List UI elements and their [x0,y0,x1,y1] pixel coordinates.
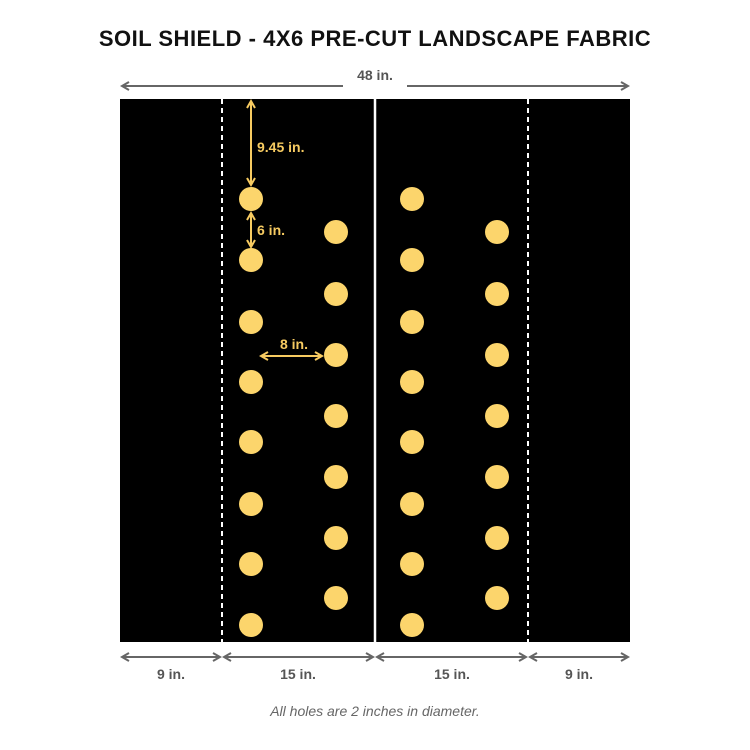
hole [324,586,348,610]
hole [239,492,263,516]
hole [485,220,509,244]
hole [485,526,509,550]
hole [239,187,263,211]
hole [239,613,263,637]
hole [324,343,348,367]
hole [324,465,348,489]
footnote: All holes are 2 inches in diameter. [270,703,480,719]
hole [400,552,424,576]
hole [324,526,348,550]
vertical-spacing-label: 6 in. [257,222,285,238]
hole [400,187,424,211]
hole [485,465,509,489]
hole [485,586,509,610]
hole [239,430,263,454]
hole [400,492,424,516]
hole [485,404,509,428]
hole [239,310,263,334]
hole [400,430,424,454]
hole [400,613,424,637]
hole [400,310,424,334]
segment-3-label: 15 in. [434,666,470,682]
segment-1-label: 9 in. [157,666,185,682]
hole [485,282,509,306]
segment-2-label: 15 in. [280,666,316,682]
diagram-title: SOIL SHIELD - 4X6 PRE-CUT LANDSCAPE FABR… [98,26,652,51]
top-offset-label: 9.45 in. [257,139,304,155]
hole [324,282,348,306]
hole [239,248,263,272]
hole [400,248,424,272]
hole [485,343,509,367]
horizontal-spacing-label: 8 in. [280,336,308,352]
hole [324,404,348,428]
holes-group [239,187,509,637]
hole [239,370,263,394]
hole [324,220,348,244]
segment-4-label: 9 in. [565,666,593,682]
hole [400,370,424,394]
total-width-label: 48 in. [357,67,393,83]
hole [239,552,263,576]
